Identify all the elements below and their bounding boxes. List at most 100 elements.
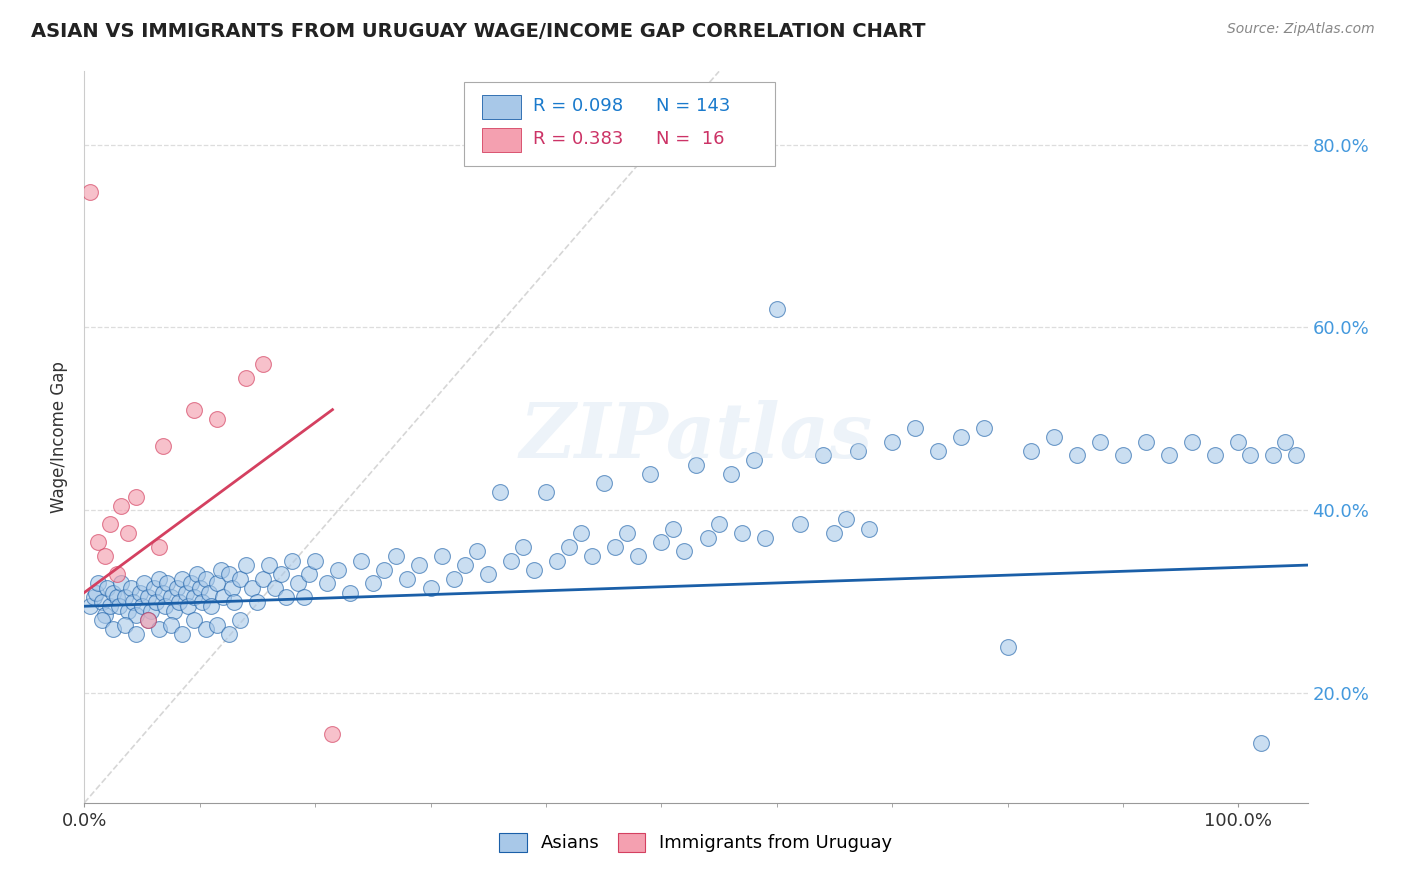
Point <box>396 572 419 586</box>
Point <box>765 302 787 317</box>
Text: ZIPatlas: ZIPatlas <box>519 401 873 474</box>
Point <box>90 613 112 627</box>
Point <box>188 581 211 595</box>
Point <box>1227 434 1250 449</box>
Point <box>465 544 488 558</box>
Point <box>1019 443 1042 458</box>
Text: R = 0.383: R = 0.383 <box>533 130 624 148</box>
Point <box>298 567 321 582</box>
Point <box>142 581 165 595</box>
Point <box>148 622 170 636</box>
Point <box>477 567 499 582</box>
Point <box>430 549 453 563</box>
Point <box>569 526 592 541</box>
Point <box>205 576 228 591</box>
Point <box>846 443 869 458</box>
Point <box>194 622 217 636</box>
Point <box>1088 434 1111 449</box>
Point <box>789 516 811 531</box>
Text: Source: ZipAtlas.com: Source: ZipAtlas.com <box>1227 22 1375 37</box>
Point <box>209 563 232 577</box>
Point <box>172 626 194 640</box>
Point <box>136 613 159 627</box>
Point <box>616 526 638 541</box>
Point <box>350 553 373 567</box>
Text: N = 143: N = 143 <box>655 97 730 115</box>
Point <box>125 608 148 623</box>
Point <box>1261 448 1284 462</box>
Point <box>523 563 546 577</box>
Point <box>163 604 186 618</box>
Point <box>120 581 142 595</box>
Point <box>235 558 257 573</box>
Point <box>136 590 159 604</box>
Point <box>904 421 927 435</box>
Point <box>141 604 163 618</box>
Point <box>152 439 174 453</box>
Point <box>114 590 136 604</box>
Point <box>98 516 121 531</box>
Point <box>707 516 730 531</box>
Point <box>94 608 117 623</box>
Point <box>927 443 949 458</box>
FancyBboxPatch shape <box>464 82 776 167</box>
Point <box>592 475 614 490</box>
Point <box>110 576 132 591</box>
Point <box>79 599 101 614</box>
Point <box>221 581 243 595</box>
Legend: Asians, Immigrants from Uruguay: Asians, Immigrants from Uruguay <box>492 826 900 860</box>
Point <box>172 572 194 586</box>
Point <box>117 526 139 541</box>
Point <box>339 585 361 599</box>
Point <box>1135 434 1157 449</box>
Point <box>731 526 754 541</box>
Point <box>754 531 776 545</box>
Point <box>605 540 627 554</box>
Point <box>90 594 112 608</box>
Point <box>488 485 510 500</box>
Point <box>1066 448 1088 462</box>
Point <box>252 572 274 586</box>
Point <box>276 590 298 604</box>
Point <box>98 599 121 614</box>
Point <box>224 594 246 608</box>
Point <box>321 727 343 741</box>
Point <box>134 576 156 591</box>
Point <box>110 499 132 513</box>
Point <box>83 590 105 604</box>
Y-axis label: Wage/Income Gap: Wage/Income Gap <box>51 361 69 513</box>
Point <box>385 549 408 563</box>
Point <box>696 531 718 545</box>
Point <box>103 585 125 599</box>
Point <box>160 590 183 604</box>
Point <box>650 535 672 549</box>
Point <box>720 467 742 481</box>
Point <box>281 553 304 567</box>
Point <box>235 370 257 384</box>
Point <box>443 572 465 586</box>
Point <box>685 458 707 472</box>
Point <box>114 617 136 632</box>
Point <box>673 544 696 558</box>
Point <box>581 549 603 563</box>
Point <box>662 521 685 535</box>
Point <box>105 567 128 582</box>
Point <box>1285 448 1308 462</box>
Point <box>547 553 569 567</box>
Point <box>131 599 153 614</box>
Point <box>96 581 118 595</box>
Text: R = 0.098: R = 0.098 <box>533 97 623 115</box>
Point <box>373 563 395 577</box>
Point <box>638 467 661 481</box>
Point <box>211 590 233 604</box>
Point <box>174 585 197 599</box>
Point <box>1274 434 1296 449</box>
Point <box>835 512 858 526</box>
Point <box>252 357 274 371</box>
Point <box>627 549 650 563</box>
Point <box>148 540 170 554</box>
Point <box>167 594 190 608</box>
Point <box>240 581 263 595</box>
Point <box>408 558 430 573</box>
Point <box>229 613 252 627</box>
